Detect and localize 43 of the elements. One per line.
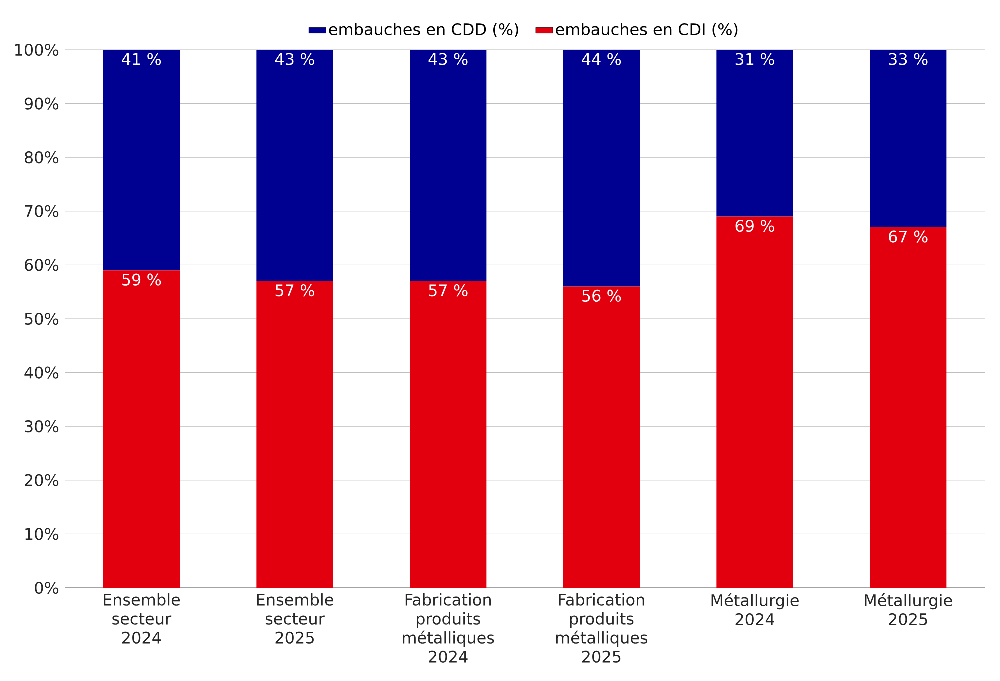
- y-tick-label: 100%: [15, 44, 59, 56]
- x-tick-label: Ensemble secteur 2025: [257, 594, 334, 644]
- data-label: 44 %: [582, 53, 622, 66]
- bar: [103, 270, 180, 588]
- bar: [103, 50, 180, 271]
- y-tick-label: 90%: [24, 98, 59, 110]
- x-tick-label: Ensemble secteur 2024: [104, 594, 180, 644]
- bar: [256, 281, 334, 588]
- data-label: 59 %: [122, 274, 162, 286]
- y-tick-label: 0%: [35, 582, 59, 594]
- data-label: 43 %: [275, 53, 314, 66]
- x-tick-label: Métallurgie 2025: [865, 594, 952, 626]
- legend-label: embauches en CDD (%): [329, 23, 518, 38]
- data-label: 57 %: [429, 284, 468, 297]
- bar: [410, 50, 487, 282]
- data-label: 31 %: [736, 53, 774, 66]
- bar: [870, 50, 947, 228]
- y-tick-label: 20%: [25, 474, 59, 486]
- y-tick-label: 60%: [25, 259, 59, 272]
- data-label: 33 %: [889, 53, 928, 66]
- data-label: 43 %: [428, 53, 468, 66]
- bar: [256, 50, 334, 282]
- y-tick-label: 10%: [26, 528, 59, 540]
- y-tick-label: 30%: [25, 420, 59, 433]
- data-label: 69 %: [736, 220, 774, 232]
- bar: [563, 50, 640, 287]
- x-tick-label: Fabrication produits métalliques 2025: [556, 594, 648, 663]
- legend-label: embauches en CDI (%): [556, 23, 738, 38]
- data-label: 41 %: [122, 53, 162, 66]
- y-tick-label: 70%: [25, 205, 59, 218]
- bar: [563, 286, 640, 588]
- x-tick-label: Métallurgie 2024: [712, 594, 799, 626]
- data-label: 56 %: [582, 290, 622, 302]
- bar: [716, 50, 794, 217]
- data-label: 67 %: [889, 230, 928, 243]
- bar: [716, 216, 794, 588]
- data-label: 57 %: [276, 284, 314, 297]
- bar: [410, 281, 487, 588]
- bar: [870, 228, 947, 588]
- y-tick-label: 50%: [25, 312, 59, 326]
- y-tick-label: 40%: [24, 366, 59, 379]
- y-tick-label: 80%: [24, 152, 59, 164]
- x-tick-label: Fabrication produits métalliques 2024: [403, 594, 494, 663]
